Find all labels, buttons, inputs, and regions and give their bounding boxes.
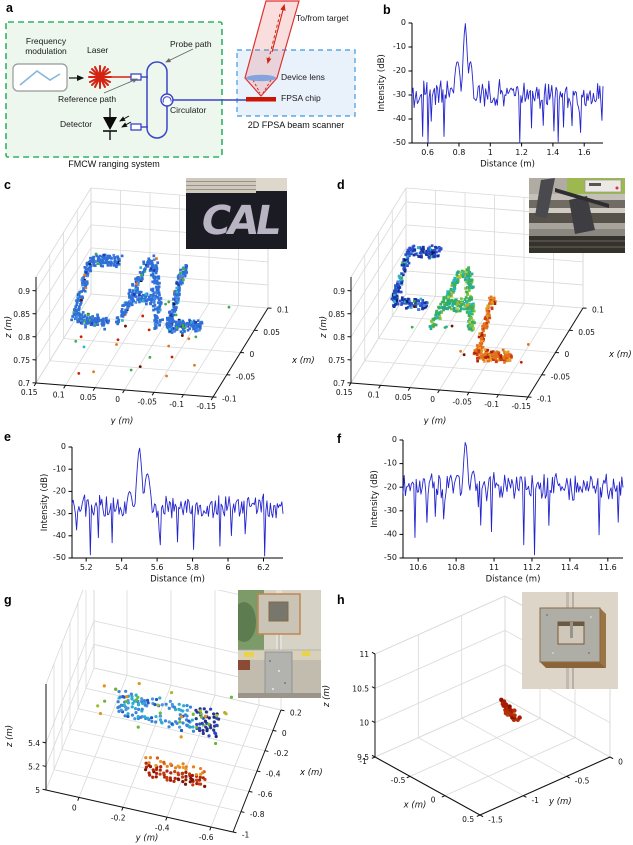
target-label: To/from target	[296, 13, 349, 23]
frequency-modulation-label: Frequency modulation	[25, 36, 67, 56]
reference-path-label: Reference path	[58, 94, 117, 104]
beam-scanner-box	[236, 49, 356, 117]
chart-e-canvas	[0, 425, 320, 593]
laser-beam	[244, 0, 300, 97]
panel-label-h: h	[337, 593, 345, 607]
chart-b-canvas	[370, 0, 633, 175]
panel-a: a	[0, 0, 370, 178]
modulation-waveform	[19, 69, 61, 86]
panel-label-c: c	[4, 178, 11, 192]
detector-label: Detector	[60, 119, 93, 129]
beam-up-arrow	[271, 3, 286, 53]
panel-b: b	[370, 0, 633, 175]
panel-label-g: g	[4, 593, 12, 607]
laser-icon	[88, 65, 112, 89]
system-caption: FMCW ranging system	[68, 159, 160, 169]
inset-c-letters: CAL	[197, 197, 284, 244]
detector-icon	[103, 108, 132, 140]
fmcw-diagram	[5, 0, 356, 158]
device-lens-label: Device lens	[281, 72, 325, 82]
scanner-caption: 2D FPSA beam scanner	[247, 120, 345, 130]
laser-label: Laser	[87, 45, 109, 55]
circulator-label: Circulator	[170, 105, 207, 115]
device-lens-icon	[246, 74, 276, 82]
chart-f-canvas	[315, 425, 633, 593]
panel-label-e: e	[4, 430, 11, 444]
panel-h: h	[315, 590, 633, 845]
coupler-bottom-icon	[130, 123, 142, 131]
frequency-modulation-box	[12, 63, 68, 92]
fpsa-chip-label: FPSA chip	[281, 93, 321, 103]
fpsa-chip-icon	[246, 97, 276, 102]
beam-down-arrow	[266, 13, 281, 64]
inset-photo-g	[238, 590, 321, 698]
inset-photo-d	[529, 178, 625, 253]
panel-c: c CAL	[0, 175, 322, 425]
probe-path-arrow	[165, 48, 194, 63]
probe-path-label: Probe path	[170, 39, 212, 49]
panel-d: d	[315, 175, 633, 425]
panel-e: e	[0, 425, 320, 593]
inset-photo-h	[522, 592, 618, 689]
reference-path-arrow	[103, 78, 138, 94]
panel-label-f: f	[337, 432, 342, 446]
inset-photo-c: CAL	[186, 178, 287, 249]
panel-g: g	[0, 590, 322, 845]
panel-label-d: d	[337, 178, 345, 192]
panel-label-b: b	[383, 3, 391, 17]
fmcw-system-box	[5, 21, 223, 158]
panel-f: f	[315, 425, 633, 593]
panel-label-a: a	[6, 1, 13, 15]
